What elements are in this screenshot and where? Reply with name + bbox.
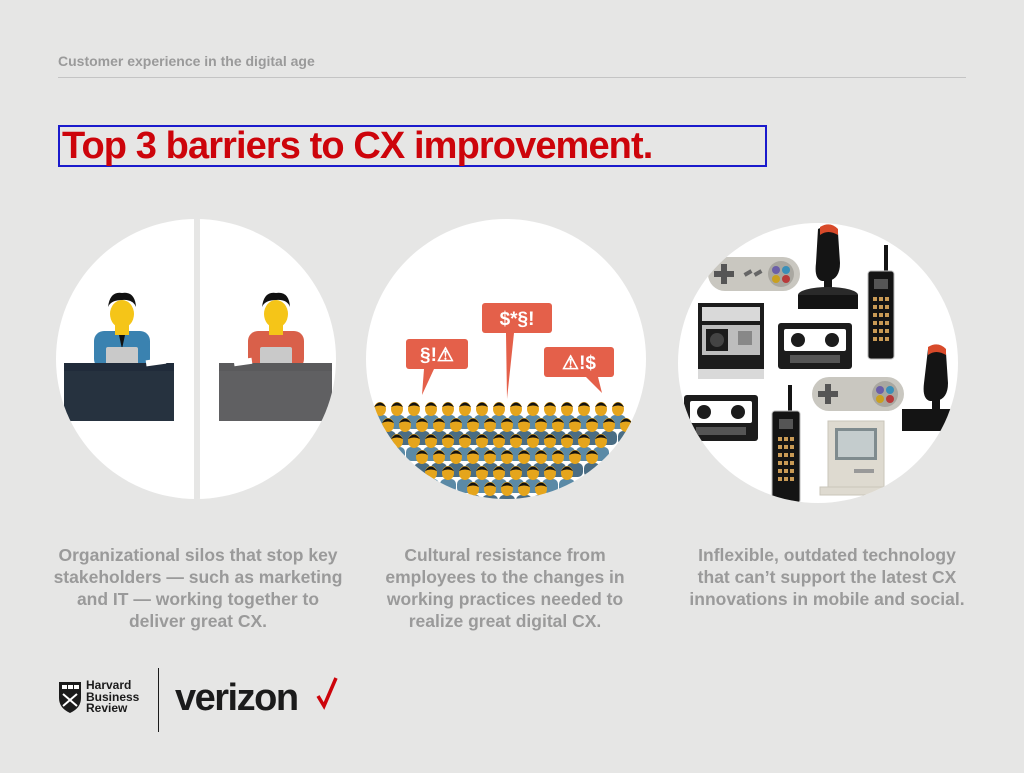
vintage-computer-icon <box>819 420 893 496</box>
barrier-3-illustration <box>678 223 958 503</box>
hbr-wordmark: Harvard Business Review <box>86 678 140 715</box>
cassette-tape-icon-2 <box>684 395 758 441</box>
right-worker <box>219 292 332 421</box>
crowd-person-icon <box>584 450 600 477</box>
barrier-2-caption: Cultural resistance from employees to th… <box>385 545 625 631</box>
verizon-check-icon <box>316 677 338 710</box>
retro-technology-icon <box>684 224 958 503</box>
bubble-text-1: §!⚠ <box>420 345 454 366</box>
speech-bubble-right: ⚠!$ <box>544 347 614 393</box>
hbr-line-3: Review <box>86 701 128 715</box>
bubble-text-2: $*§! <box>500 309 535 330</box>
hbr-line-1: Harvard <box>86 678 132 692</box>
header-subtitle: Customer experience in the digital age <box>58 53 315 69</box>
crowd-person-icon <box>533 482 549 499</box>
barrier-1-illustration <box>56 219 336 499</box>
crowd-person-icon <box>389 434 405 461</box>
header-divider <box>58 77 966 78</box>
crowd-person-icon <box>423 466 439 493</box>
barrier-2-illustration: §!⚠ $*§! ⚠!$ <box>366 219 646 499</box>
gamepad-icon <box>708 257 800 291</box>
speech-bubble-left: §!⚠ <box>406 339 468 395</box>
hbr-logo: Harvard Business Review <box>58 678 158 715</box>
two-desks-icon <box>64 219 332 499</box>
joystick-icon <box>798 224 858 309</box>
crowd-person-icon <box>482 482 498 499</box>
crowd-person-icon <box>559 466 575 493</box>
brick-phone-icon-2 <box>771 385 801 503</box>
crowd-person-icon <box>440 466 456 493</box>
cassette-tape-icon <box>778 323 852 369</box>
crowd-person-icon <box>601 418 617 445</box>
crowd-person-icon <box>584 418 600 445</box>
left-worker <box>64 292 174 421</box>
barrier-1-caption: Organizational silos that stop key stake… <box>53 545 343 631</box>
crowd-protest-icon: §!⚠ $*§! ⚠!$ <box>372 303 634 499</box>
logo-divider <box>158 668 159 732</box>
crowd-person-icon <box>516 482 532 499</box>
hbr-shield-icon <box>59 682 81 713</box>
hbr-line-2: Business <box>86 689 140 704</box>
crowd-person-icon <box>618 418 634 445</box>
gamepad-icon-2 <box>812 377 904 411</box>
page-title: Top 3 barriers to CX improvement. <box>58 125 767 167</box>
speech-bubble-center: $*§! <box>482 303 552 399</box>
bubble-text-3: ⚠!$ <box>562 353 596 374</box>
brick-phone-icon <box>867 245 895 360</box>
crowd-person-icon <box>499 482 515 499</box>
barrier-3-caption: Inflexible, outdated technology that can… <box>689 545 965 609</box>
verizon-logo: verizon <box>175 677 299 719</box>
crowd-person-icon <box>465 482 481 499</box>
instant-camera-icon <box>698 303 764 379</box>
joystick-icon-2 <box>902 344 958 431</box>
